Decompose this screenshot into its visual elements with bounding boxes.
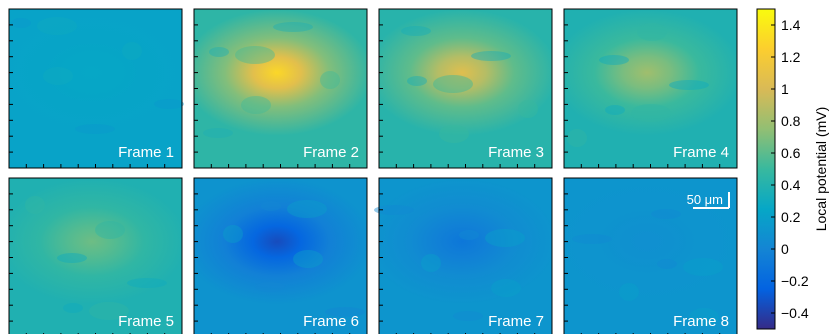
colorbar-tick-label: −0.4	[781, 305, 809, 321]
noise-patch	[89, 302, 129, 320]
noise-patch	[235, 46, 275, 64]
noise-patch	[669, 80, 709, 90]
heatmap-panel: Frame 7	[374, 177, 553, 334]
noise-patch	[154, 99, 184, 109]
colorbar-tick-label: 0.2	[781, 209, 801, 225]
heatmap-panel: Frame 8 50 μm	[563, 177, 738, 334]
frame-label: Frame 2	[303, 144, 359, 161]
noise-patch	[471, 51, 511, 61]
noise-patch	[43, 67, 73, 85]
noise-patch	[407, 76, 427, 86]
heatmap-panel: Frame 5	[8, 177, 183, 334]
colorbar-tick-label: 1	[781, 81, 789, 97]
frame-label: Frame 4	[673, 144, 729, 161]
noise-patch	[209, 47, 229, 57]
noise-patch	[273, 22, 313, 32]
noise-patch	[57, 253, 87, 263]
noise-patch	[605, 105, 625, 115]
noise-patch	[421, 254, 441, 272]
potential-field	[194, 9, 367, 168]
colorbar-tick-label: 0.6	[781, 145, 801, 161]
noise-patch	[651, 209, 681, 219]
potential-field	[379, 178, 552, 334]
frame-label: Frame 7	[488, 313, 544, 330]
frame-label: Frame 8	[673, 313, 729, 330]
potential-field	[9, 178, 182, 334]
noise-patch	[63, 303, 83, 313]
potential-field	[564, 178, 737, 334]
noise-patch	[599, 55, 629, 65]
noise-patch	[433, 75, 473, 93]
noise-patch	[25, 196, 45, 214]
noise-patch	[683, 258, 723, 276]
heatmap-panel: Frame 3	[378, 8, 553, 169]
noise-patch	[325, 307, 365, 317]
noise-patch	[223, 225, 243, 243]
noise-patch	[459, 230, 479, 240]
heatmap-panel: Frame 4	[563, 8, 738, 169]
noise-patch	[631, 104, 671, 122]
noise-patch	[127, 278, 167, 288]
colorbar-tick-label: 0	[781, 241, 789, 257]
noise-patch	[11, 18, 31, 28]
heatmap-panel: Frame 6	[193, 177, 368, 334]
noise-patch	[453, 311, 483, 321]
noise-patch	[320, 71, 340, 89]
noise-patch	[75, 124, 115, 134]
noise-patch	[122, 42, 142, 60]
noise-patch	[491, 279, 521, 297]
heatmap-panel: Frame 1	[8, 8, 184, 169]
noise-patch	[689, 308, 719, 326]
colorbar-tick-label: 1.2	[781, 49, 801, 65]
noise-patch	[518, 100, 538, 118]
colorbar-gradient	[757, 9, 775, 329]
noise-patch	[241, 96, 271, 114]
frame-label: Frame 3	[488, 144, 544, 161]
frame-label: Frame 1	[118, 144, 174, 161]
noise-patch	[261, 201, 281, 211]
noise-patch	[567, 129, 587, 147]
noise-patch	[439, 125, 469, 143]
noise-patch	[374, 205, 414, 215]
frame-label: Frame 6	[303, 313, 359, 330]
colorbar: −0.4 −0.2 0 0.2 0.4 0.6 0.8 1 1.2 1.4 Local potent…	[756, 8, 829, 330]
noise-patch	[572, 234, 612, 244]
colorbar-tick-label: 0.8	[781, 113, 801, 129]
colorbar-tick-label: 0.4	[781, 177, 801, 193]
noise-patch	[287, 200, 327, 218]
noise-patch	[485, 229, 525, 247]
noise-patch	[203, 128, 233, 138]
colorbar-frame	[756, 8, 776, 330]
heatmap-panels: Frame 1 Frame 2 Frame 3 Frame 4 Frame 5 Frame…	[8, 8, 738, 334]
scale-bar-label: 50 μm	[687, 192, 723, 207]
noise-patch	[619, 283, 639, 301]
noise-patch	[637, 23, 667, 41]
frame-label: Frame 5	[118, 313, 174, 330]
heatmap-panel: Frame 2	[193, 8, 368, 169]
noise-patch	[401, 26, 431, 36]
colorbar-tick-label: 1.4	[781, 17, 801, 33]
potential-field	[194, 178, 367, 334]
noise-patch	[95, 221, 125, 239]
potential-field	[9, 9, 182, 168]
potential-field	[564, 9, 737, 168]
noise-patch	[255, 282, 285, 292]
noise-patch	[37, 17, 77, 35]
noise-patch	[293, 250, 323, 268]
colorbar-tick-label: −0.2	[781, 273, 809, 289]
noise-patch	[657, 259, 677, 269]
potential-field	[379, 9, 552, 168]
colorbar-title: Local potential (mV)	[813, 107, 829, 232]
